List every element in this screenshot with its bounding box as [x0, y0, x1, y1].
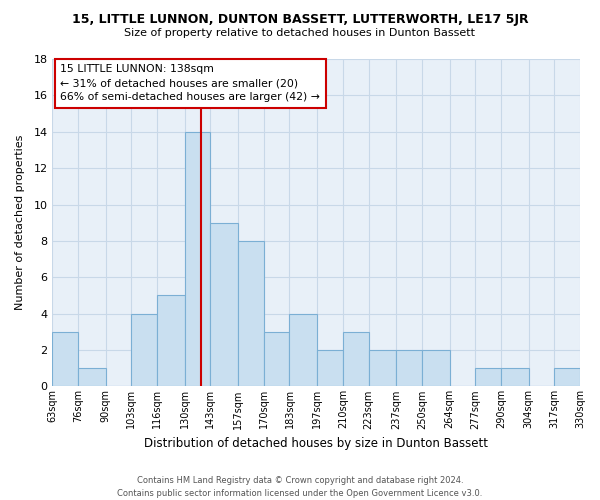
Bar: [396, 350, 422, 387]
Bar: [78, 368, 106, 386]
Text: Contains HM Land Registry data © Crown copyright and database right 2024.
Contai: Contains HM Land Registry data © Crown c…: [118, 476, 482, 498]
Bar: [157, 296, 185, 386]
Bar: [475, 368, 501, 386]
Bar: [317, 350, 343, 387]
Bar: [501, 368, 529, 386]
Bar: [52, 332, 78, 386]
Text: 15, LITTLE LUNNON, DUNTON BASSETT, LUTTERWORTH, LE17 5JR: 15, LITTLE LUNNON, DUNTON BASSETT, LUTTE…: [71, 12, 529, 26]
Bar: [289, 314, 317, 386]
Bar: [343, 332, 368, 386]
Y-axis label: Number of detached properties: Number of detached properties: [15, 135, 25, 310]
Bar: [211, 222, 238, 386]
Bar: [422, 350, 449, 387]
Bar: [264, 332, 289, 386]
Bar: [554, 368, 580, 386]
Bar: [185, 132, 211, 386]
Bar: [131, 314, 157, 386]
Bar: [238, 241, 264, 386]
X-axis label: Distribution of detached houses by size in Dunton Bassett: Distribution of detached houses by size …: [144, 437, 488, 450]
Bar: [368, 350, 396, 387]
Text: Size of property relative to detached houses in Dunton Bassett: Size of property relative to detached ho…: [125, 28, 476, 38]
Text: 15 LITTLE LUNNON: 138sqm
← 31% of detached houses are smaller (20)
66% of semi-d: 15 LITTLE LUNNON: 138sqm ← 31% of detach…: [60, 64, 320, 102]
